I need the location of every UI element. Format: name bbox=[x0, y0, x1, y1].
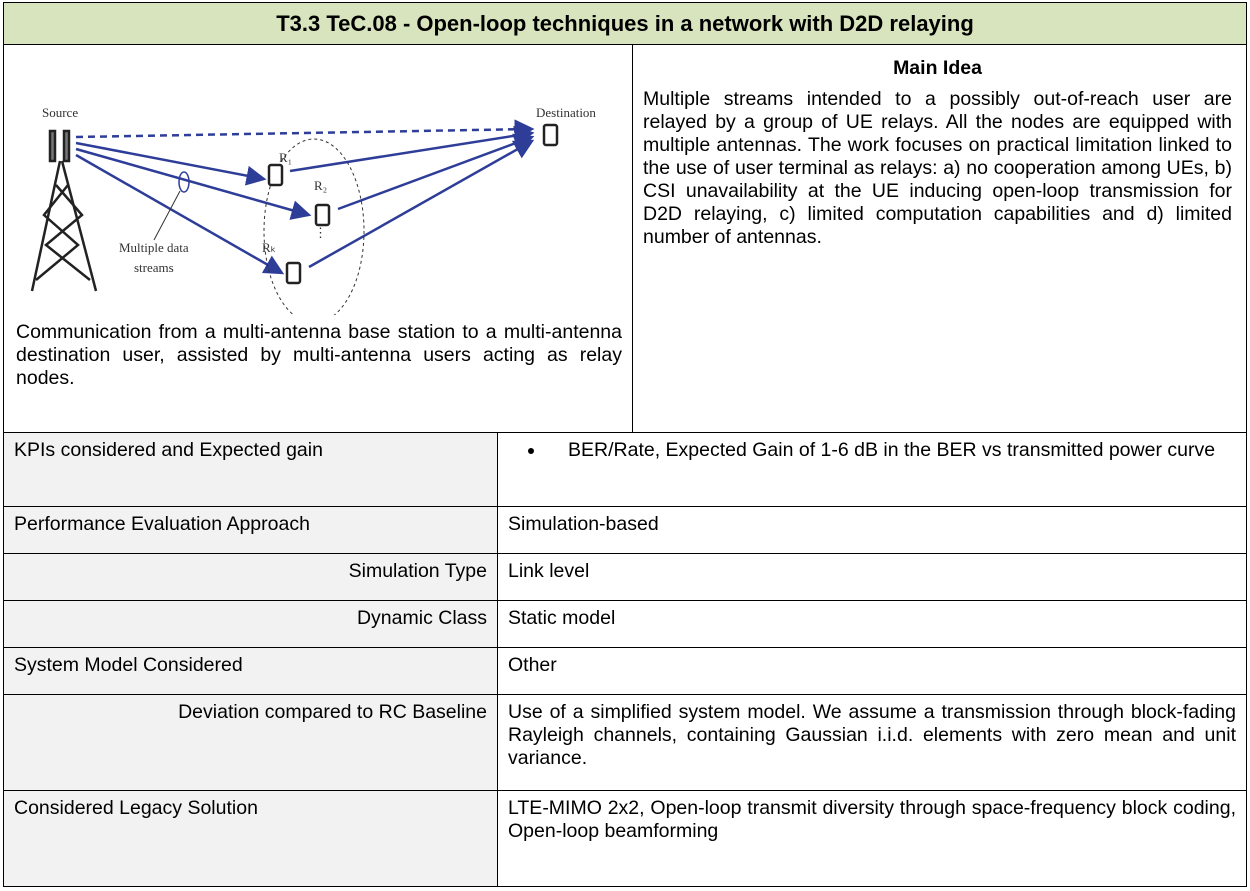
overview-cell: Source Destination R₁ R₂ ⋮ Rₖ Multiple d… bbox=[3, 44, 633, 433]
relay-label: Rₖ bbox=[262, 240, 276, 255]
row-value: LTE-MIMO 2x2, Open-loop transmit diversi… bbox=[497, 790, 1247, 887]
row-value: Use of a simplified system model. We ass… bbox=[497, 694, 1247, 791]
phones bbox=[267, 123, 559, 285]
row-value: BER/Rate, Expected Gain of 1-6 dB in the… bbox=[497, 432, 1247, 507]
row-label: Considered Legacy Solution bbox=[3, 790, 498, 887]
row-label: Simulation Type bbox=[3, 553, 498, 601]
row-label: Deviation compared to RC Baseline bbox=[3, 694, 498, 791]
tower bbox=[30, 129, 98, 292]
stream-marker bbox=[178, 171, 190, 193]
relay-group bbox=[263, 138, 365, 315]
row-value: Link level bbox=[497, 553, 1247, 601]
heading: Main Idea bbox=[893, 57, 982, 79]
row-label: Dynamic Class bbox=[3, 600, 498, 648]
source-label: Source bbox=[42, 105, 78, 120]
destination-label: Destination bbox=[536, 105, 596, 120]
title: T3.3 TeC.08 - Open-loop techniques in a … bbox=[3, 2, 1247, 45]
pointer bbox=[153, 190, 181, 241]
ellipsis: ⋮ bbox=[314, 225, 327, 240]
row-value: Static model bbox=[497, 600, 1247, 648]
row-value: Other bbox=[497, 647, 1247, 695]
bullet-item: BER/Rate, Expected Gain of 1-6 dB in the… bbox=[546, 439, 1236, 462]
relay-label: R₂ bbox=[314, 178, 327, 193]
streams bbox=[75, 119, 535, 275]
diagram: Source Destination R₁ R₂ ⋮ Rₖ Multiple d… bbox=[30, 105, 596, 315]
main-idea-text: Multiple streams intended to a possibly … bbox=[643, 88, 1232, 248]
streams-label: streams bbox=[134, 260, 174, 275]
row-value: Simulation-based bbox=[497, 506, 1247, 554]
row-label: System Model Considered bbox=[3, 647, 498, 695]
main-idea-cell: Main Idea Multiple streams intended to a… bbox=[632, 44, 1247, 433]
row-label: KPIs considered and Expected gain bbox=[3, 432, 498, 507]
row-label: Performance Evaluation Approach bbox=[3, 506, 498, 554]
caption: Communication from a multi-antenna base … bbox=[16, 321, 622, 389]
relay-label: R₁ bbox=[279, 150, 292, 165]
streams-label: Multiple data bbox=[119, 240, 189, 255]
